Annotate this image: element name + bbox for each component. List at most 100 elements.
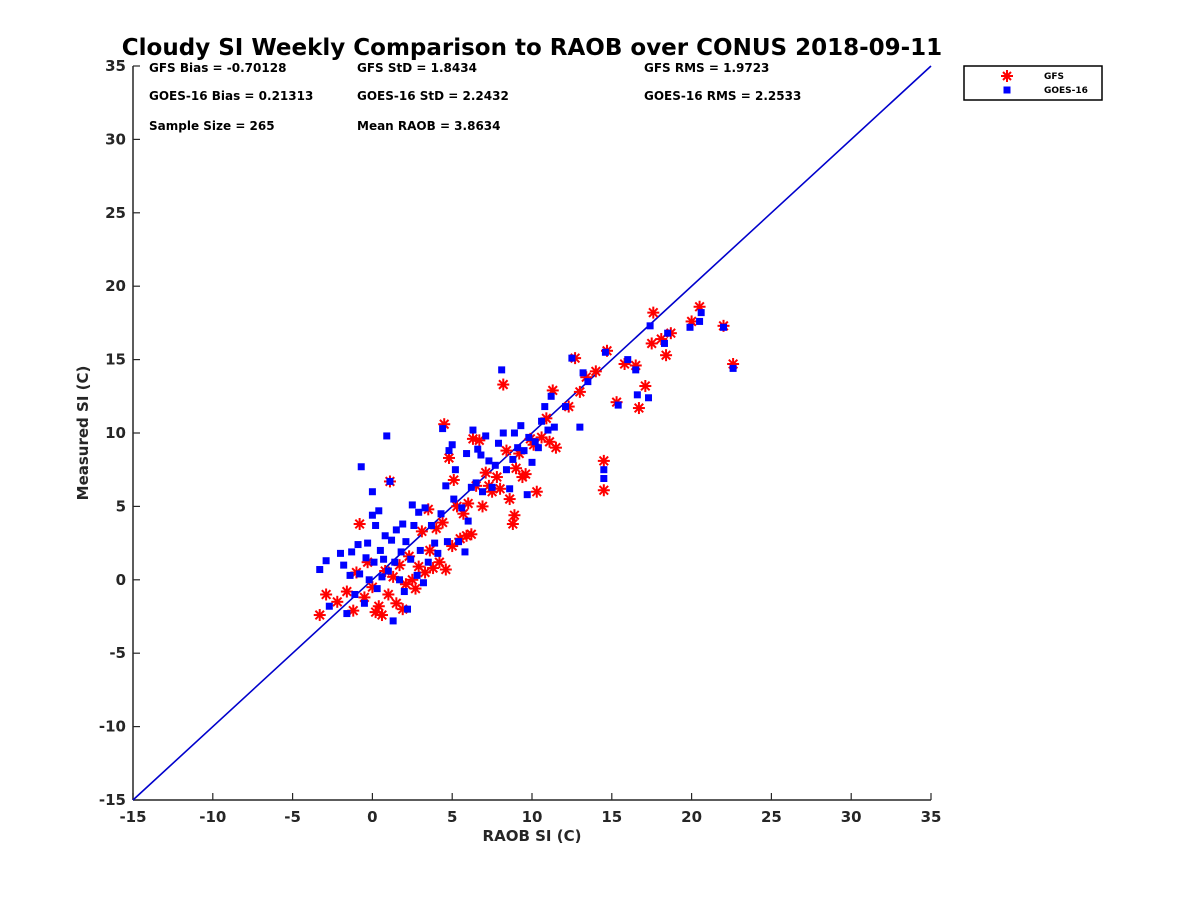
goes-point <box>336 549 344 557</box>
goes-point <box>357 463 365 471</box>
goes-point <box>499 429 507 437</box>
x-tick-label: -5 <box>284 808 301 826</box>
goes-point <box>547 392 555 400</box>
goes-point <box>600 466 608 474</box>
goes-point <box>375 507 383 515</box>
goes-point <box>600 475 608 483</box>
goes-point <box>396 576 404 584</box>
goes-point <box>322 557 330 565</box>
goes-point <box>424 558 432 566</box>
goes-point <box>562 403 570 411</box>
stat-goes-bias: GOES-16 Bias = 0.21313 <box>149 89 313 103</box>
legend-gfs-marker-icon <box>1001 70 1013 82</box>
gfs-point <box>331 595 344 608</box>
stat-mean-raob: Mean RAOB = 3.8634 <box>357 119 501 133</box>
goes-point <box>372 521 380 529</box>
gfs-point <box>415 525 428 538</box>
x-tick-label: 25 <box>761 808 782 826</box>
goes-point <box>402 538 410 546</box>
gfs-point <box>549 441 562 454</box>
goes-point <box>442 482 450 490</box>
x-tick-label: 10 <box>522 808 543 826</box>
x-tick-label: 20 <box>681 808 702 826</box>
goes-point <box>365 576 373 584</box>
gfs-point <box>447 473 460 486</box>
goes-point <box>408 501 416 509</box>
legend-gfs-label: GFS <box>1044 72 1064 82</box>
gfs-point <box>476 500 489 513</box>
goes-point <box>660 339 668 347</box>
goes-point <box>461 548 469 556</box>
goes-point <box>415 508 423 516</box>
goes-point <box>378 573 386 581</box>
y-tick-label: 25 <box>105 204 126 222</box>
goes-point <box>646 322 654 330</box>
goes-point <box>520 447 528 455</box>
goes-point <box>541 403 549 411</box>
stat-goes-rms: GOES-16 RMS = 2.2533 <box>644 89 801 103</box>
gfs-point <box>494 482 507 495</box>
goes-point <box>384 567 392 575</box>
goes-point <box>450 495 458 503</box>
gfs-point <box>313 609 326 622</box>
goes-point <box>632 366 640 374</box>
gfs-point <box>506 518 519 531</box>
goes-point <box>477 451 485 459</box>
stat-gfs-bias: GFS Bias = -0.70128 <box>149 61 286 75</box>
goes-point <box>376 546 384 554</box>
x-tick-label: 30 <box>841 808 862 826</box>
goes-point <box>397 548 405 556</box>
gfs-point <box>589 365 602 378</box>
goes-point <box>399 520 407 528</box>
goes-point <box>451 466 459 474</box>
goes-point <box>538 417 546 425</box>
x-tick-label: -10 <box>199 808 226 826</box>
goes-point <box>514 444 522 452</box>
goes-point <box>346 571 354 579</box>
goes-point <box>419 579 427 587</box>
gfs-point <box>503 493 516 506</box>
goes-point <box>391 558 399 566</box>
y-tick-label: 20 <box>105 277 126 295</box>
goes-point <box>510 429 518 437</box>
goes-point <box>404 605 412 613</box>
goes-point <box>633 391 641 399</box>
gfs-point <box>479 466 492 479</box>
goes-point <box>498 366 506 374</box>
goes-point <box>348 548 356 556</box>
gfs-point <box>510 462 523 475</box>
legend-goes-label: GOES-16 <box>1044 86 1088 96</box>
goes-point <box>388 536 396 544</box>
stats-block: GFS Bias = -0.70128 GFS StD = 1.8434 GFS… <box>149 61 801 133</box>
gfs-point <box>597 484 610 497</box>
goes-point <box>410 521 418 529</box>
goes-point <box>568 354 576 362</box>
y-tick-label: 5 <box>116 497 126 515</box>
goes-point <box>509 455 517 463</box>
goes-point <box>645 394 653 402</box>
gfs-point <box>573 385 586 398</box>
goes-point <box>448 441 456 449</box>
goes-point <box>373 585 381 593</box>
gfs-point <box>508 509 521 522</box>
stat-gfs-std: GFS StD = 1.8434 <box>357 61 477 75</box>
chart-title: Cloudy SI Weekly Comparison to RAOB over… <box>122 35 942 61</box>
gfs-point <box>382 588 395 601</box>
goes-point <box>400 588 408 596</box>
y-tick-label: 35 <box>105 57 126 75</box>
goes-point <box>360 599 368 607</box>
goes-point <box>488 483 496 491</box>
goes-point <box>697 309 705 317</box>
gfs-point <box>340 585 353 598</box>
x-tick-label: 5 <box>447 808 457 826</box>
gfs-point <box>320 588 333 601</box>
legend: GFS GOES-16 <box>963 65 1103 101</box>
gfs-point <box>462 497 475 510</box>
goes-point <box>443 538 451 546</box>
goes-point <box>474 445 482 453</box>
goes-point <box>370 558 378 566</box>
goes-point <box>479 488 487 496</box>
goes-point <box>340 561 348 569</box>
x-tick-label: -15 <box>119 808 146 826</box>
